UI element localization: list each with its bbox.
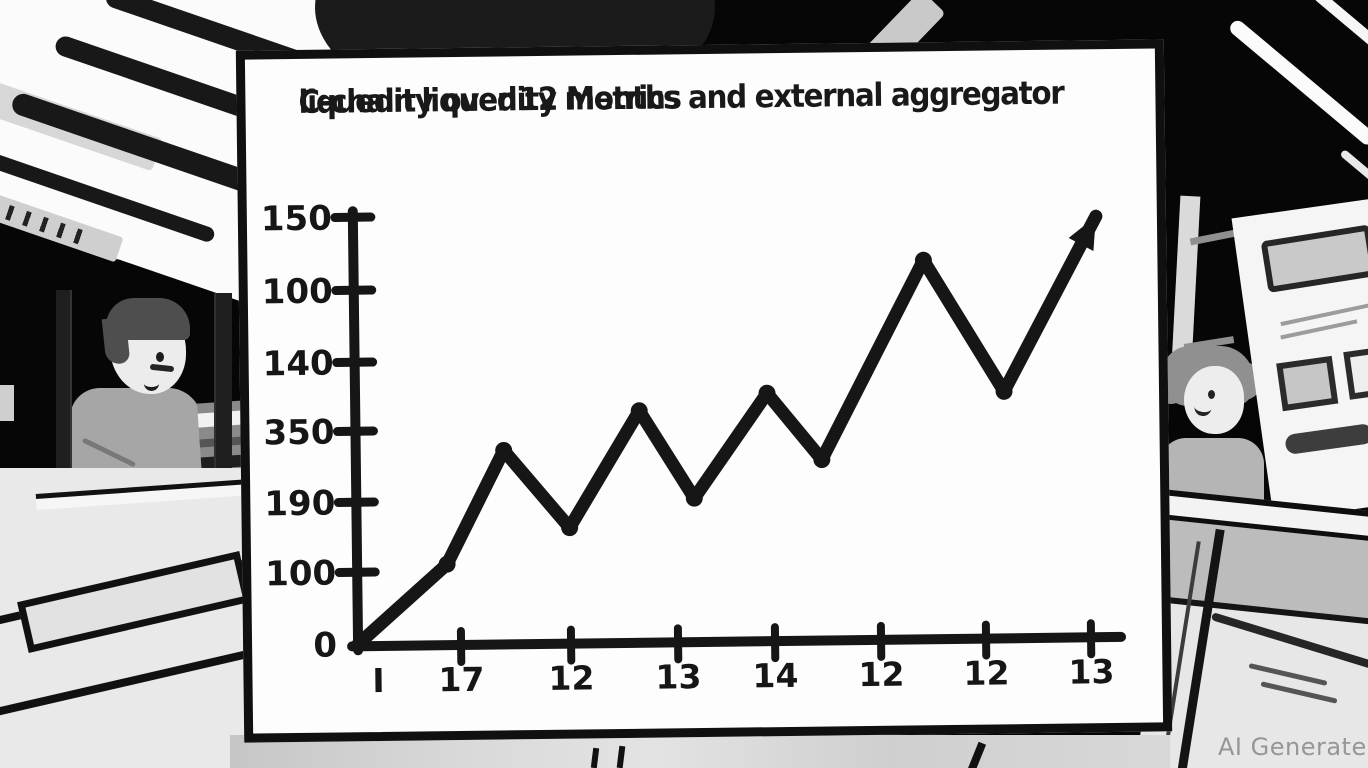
person-right-face: [1184, 366, 1244, 434]
person-left: [58, 292, 223, 498]
wall-highlight: [0, 385, 14, 421]
person-left-sideburn: [101, 316, 131, 366]
x-tick-label: 12: [858, 655, 904, 695]
x-tick-label: 17: [438, 660, 484, 700]
desk-counter-edge: [35, 477, 252, 511]
poster-box-left: [1276, 355, 1339, 412]
person-left-eye: [156, 352, 164, 362]
data-point-dot: [561, 519, 579, 537]
white-streak-1: [1227, 17, 1368, 148]
x-tick-label: 14: [752, 656, 798, 696]
chart-panel: C-chain liquedity metrics and external a…: [235, 39, 1173, 743]
y-tick-label: 0: [313, 626, 337, 666]
data-point-dot: [495, 441, 513, 459]
right-pillar: [1171, 195, 1201, 365]
y-tick-label: 140: [262, 344, 333, 385]
poster-box-top: [1260, 224, 1368, 293]
x-tick-label: 12: [963, 653, 1009, 693]
person-left-mouth: [144, 382, 159, 391]
data-point-dot: [995, 382, 1013, 400]
white-streak-2: [1312, 0, 1368, 51]
y-tick-label: 190: [264, 484, 335, 525]
x-axis-line: [347, 631, 1127, 652]
person-right-eye: [1208, 390, 1215, 399]
data-point-dot: [685, 489, 703, 507]
chart-canvas: 150 100 140 350 190 100 0I 17 12 13 14 12 12 13: [261, 199, 1127, 700]
data-point-dot: [813, 451, 831, 469]
x-tick-label: 13: [1068, 652, 1114, 692]
data-point-dot: [438, 555, 456, 573]
poster-dark-pill: [1284, 423, 1368, 456]
y-tick-label: 100: [262, 272, 333, 313]
data-point-dot: [914, 251, 932, 269]
y-tick-label: 350: [263, 413, 334, 454]
window-bar-right: [214, 293, 232, 490]
y-tick-label: 100: [265, 554, 336, 595]
y-tick-label: 150: [261, 199, 332, 240]
left-desk: [0, 468, 252, 768]
desk-drawer: [17, 551, 251, 653]
x-tick-label: I: [372, 661, 385, 700]
arrowhead: [1068, 216, 1096, 252]
ai-generated-watermark: AI Generated: [1218, 733, 1368, 761]
x-tick-label: 12: [548, 658, 594, 698]
data-point-dot: [630, 402, 648, 420]
white-streak-3: [1339, 148, 1368, 195]
x-tick-label: 13: [655, 657, 701, 697]
poster-box-right: [1343, 345, 1368, 400]
window-bar-left: [56, 290, 72, 490]
data-point-dot: [758, 384, 776, 402]
data-line: [351, 209, 1103, 651]
